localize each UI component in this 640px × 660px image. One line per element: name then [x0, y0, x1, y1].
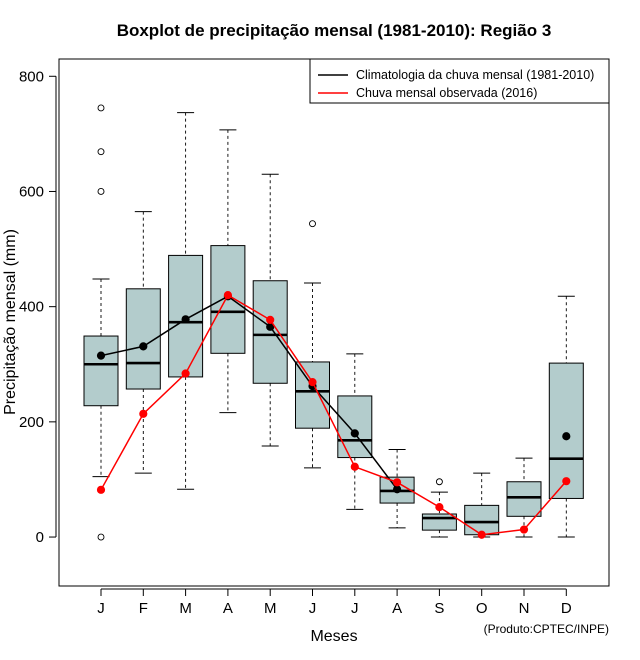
y-tick-label-400: 400: [19, 299, 44, 316]
y-axis-label: Precipitação mensal (mm): [2, 229, 19, 415]
footer-credit: (Produto:CPTEC/INPE): [484, 622, 609, 636]
series-point: [139, 409, 148, 418]
series-line: [100, 294, 567, 536]
x-tick-label-9: O: [476, 600, 488, 617]
box-J-5: [295, 220, 330, 469]
chart-title: Boxplot de precipitação mensal (1981-201…: [117, 21, 552, 40]
box-iqr: [506, 481, 542, 517]
outlier-point: [309, 220, 316, 228]
y-tick-label-600: 600: [19, 183, 44, 200]
series-point: [96, 351, 106, 360]
series-point: [308, 378, 317, 387]
box-iqr: [295, 361, 330, 429]
y-tick-label-200: 200: [19, 414, 44, 431]
box-iqr: [421, 513, 457, 531]
series-point: [519, 525, 529, 534]
x-tick-label-5: J: [309, 600, 317, 617]
x-tick-label-8: S: [434, 600, 444, 617]
box-A-3: [210, 129, 246, 414]
box-J-0: [83, 104, 119, 541]
x-tick-label-3: A: [223, 600, 233, 617]
series-point: [562, 477, 571, 486]
box-iqr: [83, 335, 119, 407]
outlier-point: [97, 148, 105, 156]
legend: Climatologia da chuva mensal (1981-2010)…: [309, 58, 610, 104]
box-M-2: [168, 112, 204, 490]
box-S-8: [421, 478, 457, 538]
box-iqr: [548, 362, 584, 499]
plot-area: [83, 104, 584, 541]
legend-box: [309, 58, 610, 104]
series-point: [181, 315, 190, 324]
series-point: [350, 462, 359, 471]
box-iqr: [464, 504, 500, 536]
series-point: [96, 485, 106, 494]
outlier-point: [97, 188, 105, 195]
x-tick-label-2: M: [179, 600, 192, 617]
y-tick-label-0: 0: [36, 529, 44, 546]
series-point: [435, 502, 444, 512]
series-line: [100, 295, 398, 490]
x-axis-label: Meses: [310, 628, 357, 645]
x-tick-label-6: J: [351, 600, 359, 617]
box-J-6: [337, 353, 373, 510]
series-point: [477, 530, 486, 539]
series-point: [562, 432, 571, 441]
x-tick-label-4: M: [264, 600, 277, 617]
series-observed: [96, 291, 571, 539]
legend-climatology-label: Climatologia da chuva mensal (1981-2010): [356, 68, 594, 82]
x-tick-label-7: A: [392, 600, 402, 617]
x-tick-label-10: N: [519, 600, 530, 617]
series-point: [181, 369, 190, 378]
legend-observed-label: Chuva mensal observada (2016): [356, 86, 537, 100]
box-D-11: [548, 295, 584, 538]
series-point: [139, 342, 148, 351]
x-tick-label-1: F: [139, 600, 148, 617]
box-N-10: [506, 457, 542, 538]
series-point: [393, 485, 402, 494]
box-M-4: [252, 173, 288, 447]
outlier-point: [97, 533, 105, 541]
y-tick-label-800: 800: [19, 68, 44, 85]
series-point: [393, 478, 402, 487]
box-O-9: [464, 472, 500, 538]
x-tick-label-11: D: [561, 600, 572, 617]
outlier-point: [97, 104, 105, 112]
x-tick-label-0: J: [97, 600, 105, 617]
series-point: [350, 429, 359, 438]
box-iqr: [252, 280, 288, 384]
series-point: [266, 315, 275, 325]
series-point: [223, 291, 232, 300]
outlier-point: [435, 478, 443, 486]
